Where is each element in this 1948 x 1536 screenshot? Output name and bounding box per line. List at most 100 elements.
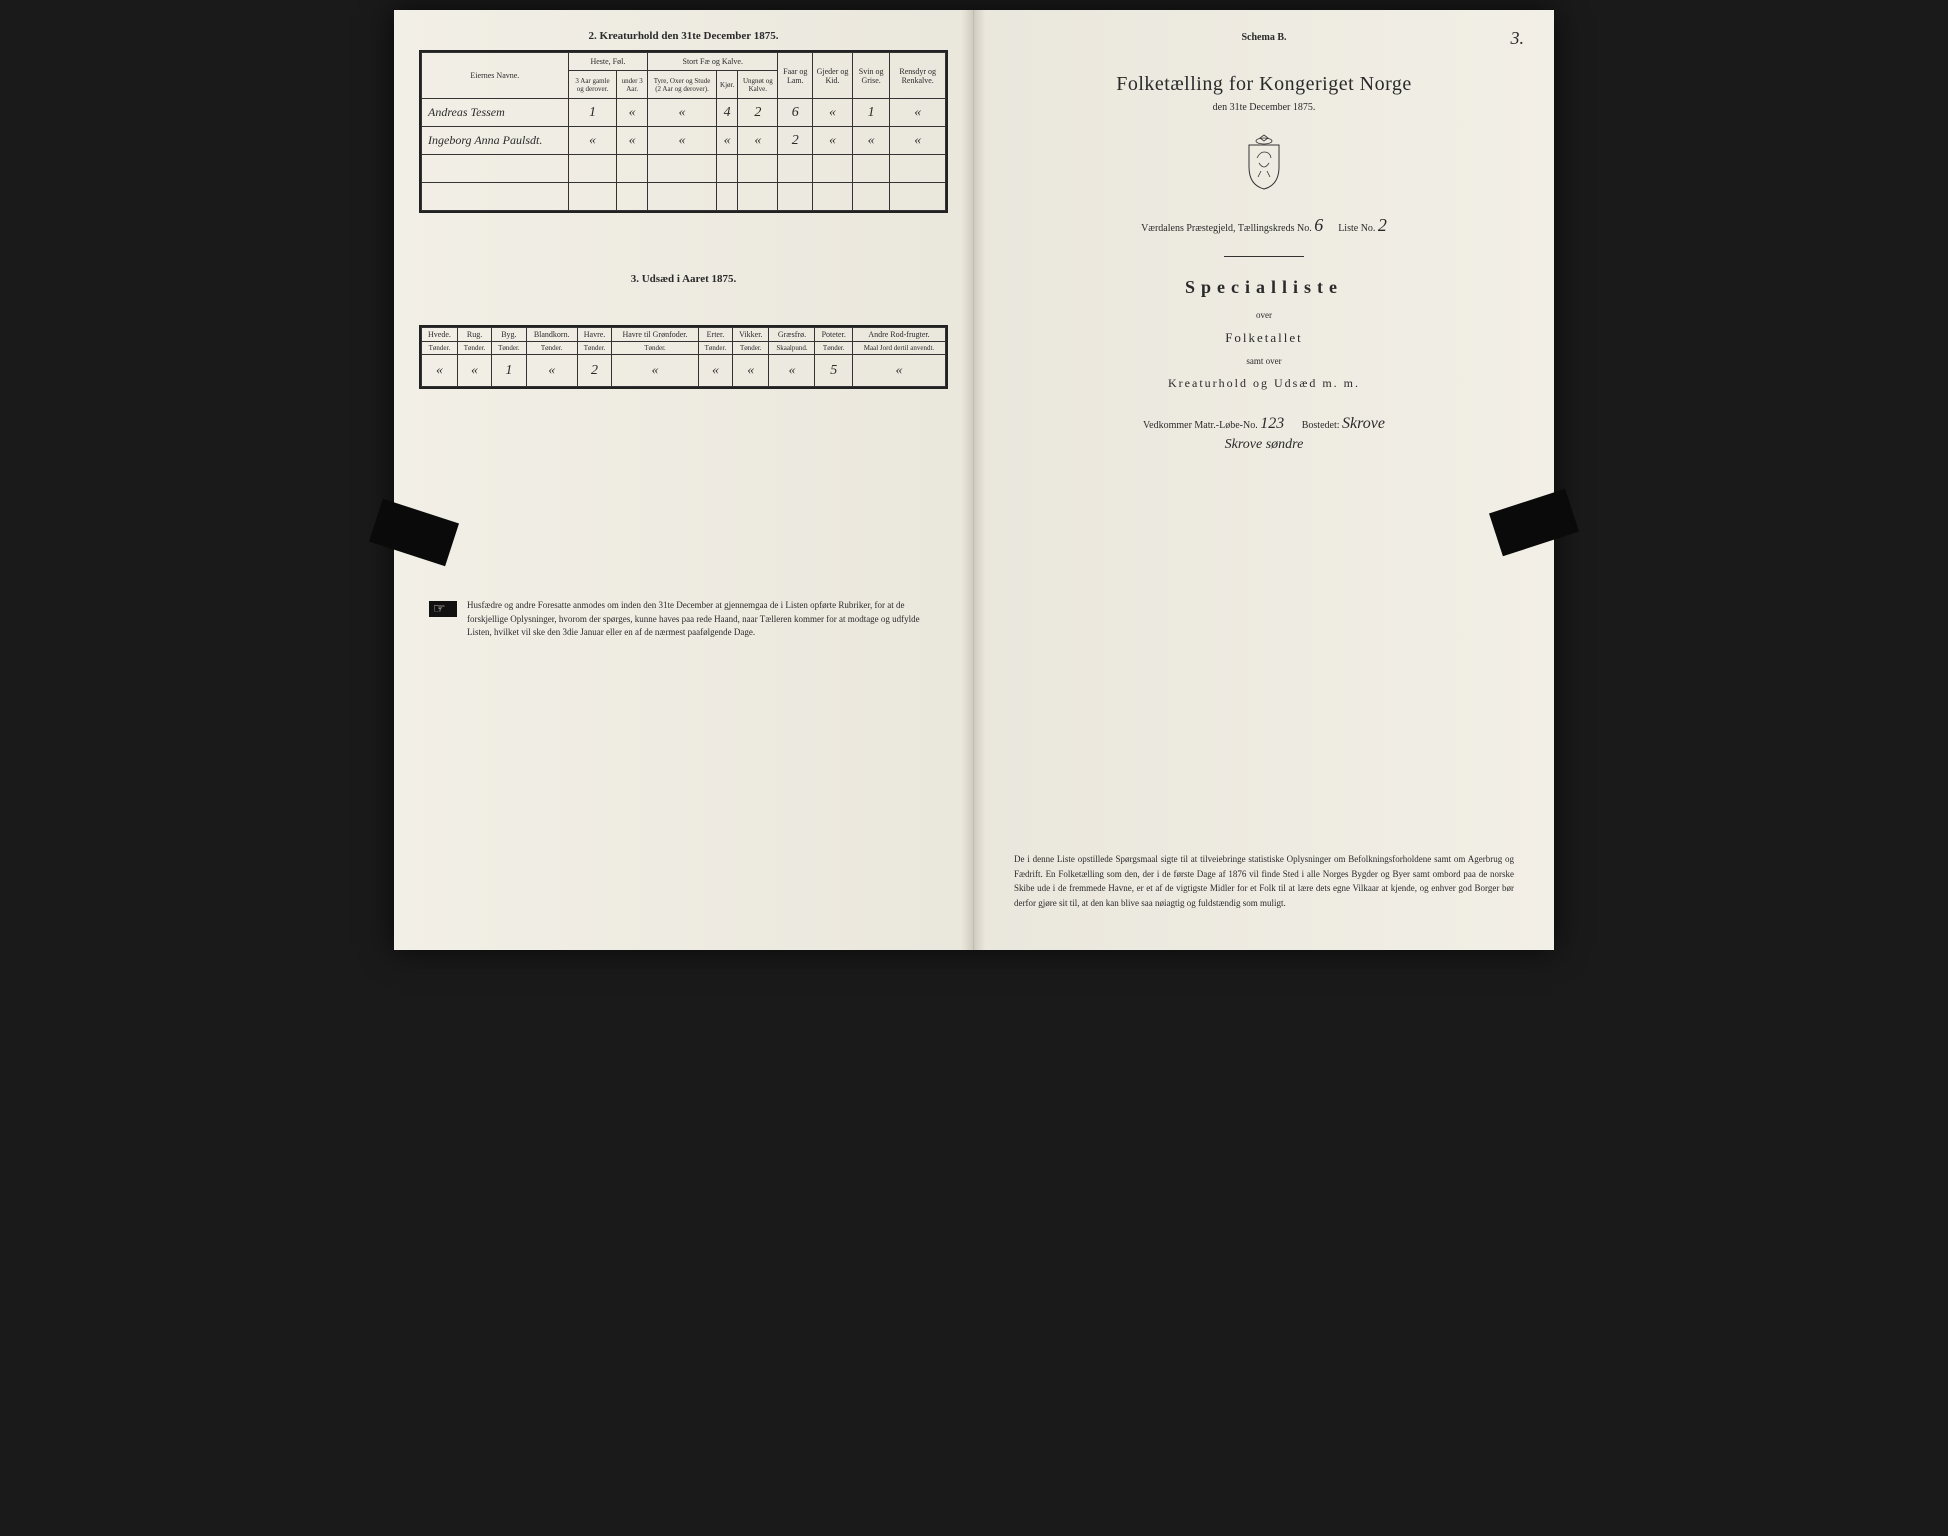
left-page: 2. Kreaturhold den 31te December 1875. E… xyxy=(394,10,974,950)
specialliste-title: Specialliste xyxy=(999,277,1529,298)
coat-of-arms-icon xyxy=(1239,133,1289,193)
col: Andre Rod-frugter. xyxy=(852,328,945,342)
col: Blandkorn. xyxy=(526,328,577,342)
cell: « xyxy=(717,127,738,155)
over-label: over xyxy=(999,310,1529,320)
table-row-empty xyxy=(422,183,946,211)
bostedet-value: Skrove xyxy=(1342,415,1385,432)
footnote-text: Husfædre og andre Foresatte anmodes om i… xyxy=(467,599,938,640)
cell: 2 xyxy=(577,355,611,387)
col: Havre. xyxy=(577,328,611,342)
unit: Tønder. xyxy=(526,342,577,355)
unit: Tønder. xyxy=(733,342,769,355)
col: Poteter. xyxy=(815,328,852,342)
sub-under3: under 3 Aar. xyxy=(617,71,648,99)
page-number: 3. xyxy=(1511,28,1525,49)
unit: Tønder. xyxy=(457,342,491,355)
folketallet-label: Folketallet xyxy=(999,330,1529,346)
cell: « xyxy=(890,127,946,155)
cell: « xyxy=(612,355,699,387)
cell: « xyxy=(852,355,945,387)
cell: « xyxy=(568,127,617,155)
cell: « xyxy=(617,127,648,155)
col: Erter. xyxy=(698,328,732,342)
cell: « xyxy=(422,355,458,387)
col-rensdyr: Rensdyr og Renkalve. xyxy=(890,53,946,99)
unit: Skaalpund. xyxy=(769,342,815,355)
cell: 5 xyxy=(815,355,852,387)
district-line: Værdalens Præstegjeld, Tællingskreds No.… xyxy=(999,215,1529,236)
cell: 2 xyxy=(738,99,778,127)
col: Rug. xyxy=(457,328,491,342)
col-owner: Eiernes Navne. xyxy=(422,53,569,99)
table-row: Ingeborg Anna Paulsdt. « « « « « 2 « « « xyxy=(422,127,946,155)
col-faar: Faar og Lam. xyxy=(778,53,813,99)
vedkommer-line: Vedkommer Matr.-Løbe-No. 123 Bostedet: S… xyxy=(999,415,1529,433)
col-gjeder: Gjeder og Kid. xyxy=(813,53,853,99)
schema-label: Schema B. xyxy=(999,32,1529,43)
cell: 4 xyxy=(717,99,738,127)
livestock-table: Eiernes Navne. Heste, Føl. Stort Fæ og K… xyxy=(419,50,948,213)
cell: « xyxy=(457,355,491,387)
cell: 1 xyxy=(568,99,617,127)
liste-number: 2 xyxy=(1378,215,1387,235)
matr-number: 123 xyxy=(1260,415,1284,432)
unit: Tønder. xyxy=(492,342,526,355)
sub-kjor: Kjør. xyxy=(717,71,738,99)
col: Vikker. xyxy=(733,328,769,342)
col: Havre til Grønfoder. xyxy=(612,328,699,342)
cell: « xyxy=(738,127,778,155)
col-group-heste: Heste, Føl. xyxy=(568,53,647,71)
date-line: den 31te December 1875. xyxy=(999,102,1529,113)
right-footnote: De i denne Liste opstillede Spørgsmaal s… xyxy=(1014,852,1514,910)
cell: 2 xyxy=(778,127,813,155)
bostedet-label: Bostedet: xyxy=(1302,420,1340,431)
cell: « xyxy=(617,99,648,127)
liste-label: Liste No. xyxy=(1338,223,1375,234)
cell: « xyxy=(648,99,717,127)
kreatur-line: Kreaturhold og Udsæd m. m. xyxy=(999,376,1529,391)
table-row-empty xyxy=(422,155,946,183)
unit: Tønder. xyxy=(422,342,458,355)
col: Hvede. xyxy=(422,328,458,342)
section3-title: 3. Udsæd i Aaret 1875. xyxy=(419,273,948,285)
sub-3aar: 3 Aar gamle og derover. xyxy=(568,71,617,99)
owner-name: Ingeborg Anna Paulsdt. xyxy=(422,127,569,155)
col: Græsfrø. xyxy=(769,328,815,342)
district-prefix: Værdalens Præstegjeld, Tællingskreds No. xyxy=(1141,223,1312,234)
unit: Tønder. xyxy=(815,342,852,355)
owner-name: Andreas Tessem xyxy=(422,99,569,127)
cell: « xyxy=(852,127,890,155)
cell: « xyxy=(698,355,732,387)
cell: « xyxy=(813,127,853,155)
samt-over-label: samt over xyxy=(999,356,1529,366)
cell: « xyxy=(890,99,946,127)
col-svin: Svin og Grise. xyxy=(852,53,890,99)
cell: « xyxy=(733,355,769,387)
bostedet-subline: Skrove søndre xyxy=(999,437,1529,453)
unit: Maal Jord dertil anvendt. xyxy=(852,342,945,355)
vedkommer-label: Vedkommer Matr.-Løbe-No. xyxy=(1143,420,1258,431)
seed-header-row: Hvede. Rug. Byg. Blandkorn. Havre. Havre… xyxy=(422,328,946,342)
divider xyxy=(1224,256,1304,257)
col-group-stort: Stort Fæ og Kalve. xyxy=(648,53,778,71)
cell: « xyxy=(769,355,815,387)
seed-units-row: Tønder. Tønder. Tønder. Tønder. Tønder. … xyxy=(422,342,946,355)
table-row: Andreas Tessem 1 « « 4 2 6 « 1 « xyxy=(422,99,946,127)
left-footnote: Husfædre og andre Foresatte anmodes om i… xyxy=(419,599,948,640)
unit: Tønder. xyxy=(698,342,732,355)
seed-data-row: « « 1 « 2 « « « « 5 « xyxy=(422,355,946,387)
sub-tyre: Tyre, Oxer og Stude (2 Aar og derover). xyxy=(648,71,717,99)
cell: 6 xyxy=(778,99,813,127)
cell: « xyxy=(648,127,717,155)
cell: « xyxy=(813,99,853,127)
unit: Tønder. xyxy=(612,342,699,355)
book-spread: 2. Kreaturhold den 31te December 1875. E… xyxy=(394,10,1554,950)
sub-ungnot: Ungnøt og Kalve. xyxy=(738,71,778,99)
unit: Tønder. xyxy=(577,342,611,355)
cell: « xyxy=(526,355,577,387)
right-page: 3. Schema B. Folketælling for Kongeriget… xyxy=(974,10,1554,950)
main-title: Folketælling for Kongeriget Norge xyxy=(999,73,1529,96)
col: Byg. xyxy=(492,328,526,342)
district-number: 6 xyxy=(1314,215,1323,235)
